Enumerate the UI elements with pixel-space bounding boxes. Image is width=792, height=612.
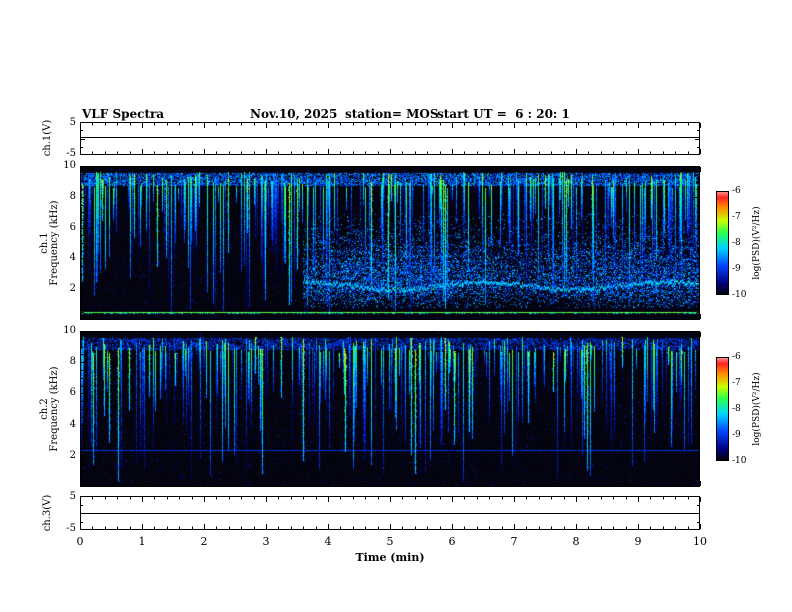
ch1_spectrogram-ytick-label: 10	[63, 160, 76, 171]
ch1-colorbar-canvas	[717, 192, 728, 294]
ch1_voltage-ytick-label: -5	[66, 148, 76, 159]
ch2_spectrogram-ytick-label: 6	[69, 387, 76, 398]
colorbar-tick-label: -7	[732, 378, 741, 388]
x-tick-label: 4	[324, 535, 332, 548]
ch1_voltage-ytick-label: 5	[69, 117, 76, 128]
ch2-frequency-label: Frequency (kHz)	[49, 366, 60, 452]
colorbar-tick-label: -9	[732, 264, 741, 274]
colorbar-tick-label: -9	[732, 430, 741, 440]
plot-date: Nov.10, 2025	[250, 107, 338, 121]
ch1-colorbar	[716, 191, 729, 295]
ch1_spectrogram-ytick-label: 2	[69, 283, 76, 294]
station-label: station= MOS	[345, 107, 439, 121]
colorbar-tick-label: -10	[732, 456, 747, 466]
colorbar-tick-label: -8	[732, 404, 741, 414]
x-tick-label: 9	[634, 535, 642, 548]
ch2-colorbar-canvas	[717, 358, 728, 460]
ch3-voltage-panel	[80, 496, 700, 530]
ch3_voltage-ytick-label: 5	[69, 491, 76, 502]
ch2_spectrogram-ytick-label: 4	[69, 419, 76, 430]
ch2_spectrogram-ytick-label: 8	[69, 356, 76, 367]
ch1-frequency-label: Frequency (kHz)	[49, 200, 60, 286]
ch1-voltage-panel	[80, 122, 700, 155]
ch1-spectrogram-panel	[80, 166, 700, 320]
colorbar-tick-label: -8	[732, 238, 741, 248]
x-tick-label: 0	[76, 535, 84, 548]
ch2-colorbar	[716, 357, 729, 461]
ch3_voltage-ytick-label: -5	[66, 523, 76, 534]
x-tick-label: 2	[200, 535, 208, 548]
colorbar-tick-label: -6	[732, 352, 741, 362]
x-tick-label: 10	[693, 535, 707, 548]
start-ut-label: start UT = 6 : 20: 1	[437, 107, 570, 121]
ch2-spectrogram-panel	[80, 331, 700, 487]
ch1_spectrogram-ytick-label: 4	[69, 252, 76, 263]
x-tick-label: 1	[138, 535, 146, 548]
x-tick-label: 7	[510, 535, 518, 548]
colorbar-tick-label: -10	[732, 290, 747, 300]
plot-title: VLF Spectra	[82, 107, 165, 121]
ch1-spectrogram-canvas	[81, 167, 699, 319]
ch1-frequency-axis-label: ch.1 Frequency (kHz)	[39, 200, 60, 286]
x-tick-label: 8	[572, 535, 580, 548]
ch2_spectrogram-ytick-label: 10	[63, 325, 76, 336]
ch2-spectrogram-canvas	[81, 332, 699, 486]
x-tick-label: 5	[386, 535, 394, 548]
ch2_spectrogram-ytick-label: 2	[69, 450, 76, 461]
ch1_spectrogram-ytick-label: 6	[69, 222, 76, 233]
x-tick-label: 6	[448, 535, 456, 548]
colorbar-tick-label: -7	[732, 212, 741, 222]
colorbar-tick-label: -6	[732, 186, 741, 196]
x-axis-title: Time (min)	[355, 551, 425, 564]
ch2-frequency-axis-label: ch.2 Frequency (kHz)	[39, 366, 60, 452]
x-tick-label: 3	[262, 535, 270, 548]
ch1_spectrogram-ytick-label: 8	[69, 191, 76, 202]
